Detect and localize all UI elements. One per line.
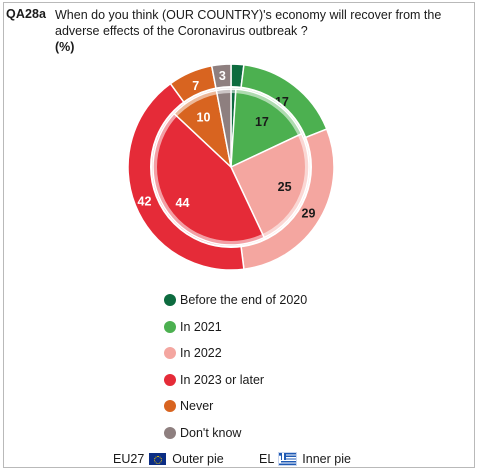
chart-legend: Before the end of 2020 In 2021 In 2022 In 2… [164, 287, 307, 446]
legend-item-before-the-end-of-2020: Before the end of 2020 [164, 287, 307, 314]
legend-item-in-2023-or-later: In 2023 or later [164, 367, 307, 394]
outer-label-don-t-know: 3 [219, 69, 226, 83]
legend-label: In 2021 [180, 319, 222, 334]
legend-swatch [164, 347, 176, 360]
legend-swatch [164, 373, 176, 386]
legend-label: In 2023 or later [180, 372, 265, 387]
legend-item-in-2021: In 2021 [164, 314, 307, 341]
legend-item-don-t-know: Don't know [164, 420, 307, 447]
legend-item-never: Never [164, 393, 307, 420]
question-unit: (%) [55, 40, 75, 54]
legend-item-in-2022: In 2022 [164, 340, 307, 367]
inner-label-never: 10 [197, 111, 211, 125]
eu-flag-icon [149, 453, 167, 465]
legend-swatch [164, 294, 176, 307]
outer-pie-code: EU27 [113, 452, 145, 466]
inner-pie-code: EL [259, 452, 275, 466]
outer-pie-label: Outer pie [172, 452, 224, 466]
outer-label-in-2023-or-later: 42 [138, 195, 152, 209]
legend-label: In 2022 [180, 346, 222, 361]
question-text: When do you think (OUR COUNTRY)'s econom… [55, 8, 442, 38]
outer-label-never: 7 [192, 79, 199, 93]
greek-flag-icon [278, 452, 298, 466]
inner-pie-label: Inner pie [302, 452, 351, 466]
legend-swatch [164, 400, 176, 413]
legend-label: Never [180, 399, 214, 414]
chart-frame [3, 2, 475, 468]
inner-label-in-2021: 17 [255, 115, 269, 129]
inner-label-in-2022: 25 [278, 180, 292, 194]
inner-pie-key: EL Inner pie [259, 452, 351, 466]
outer-label-in-2022: 29 [302, 206, 316, 220]
inner-pie-halo [151, 87, 311, 247]
legend-label: Before the end of 2020 [180, 293, 308, 308]
question-id: QA28a [6, 7, 47, 21]
legend-label: Don't know [180, 425, 242, 440]
outer-pie-key: EU27 Outer pie [113, 452, 224, 466]
inner-label-in-2023-or-later: 44 [176, 196, 190, 210]
legend-swatch [164, 426, 176, 439]
legend-swatch [164, 320, 176, 333]
